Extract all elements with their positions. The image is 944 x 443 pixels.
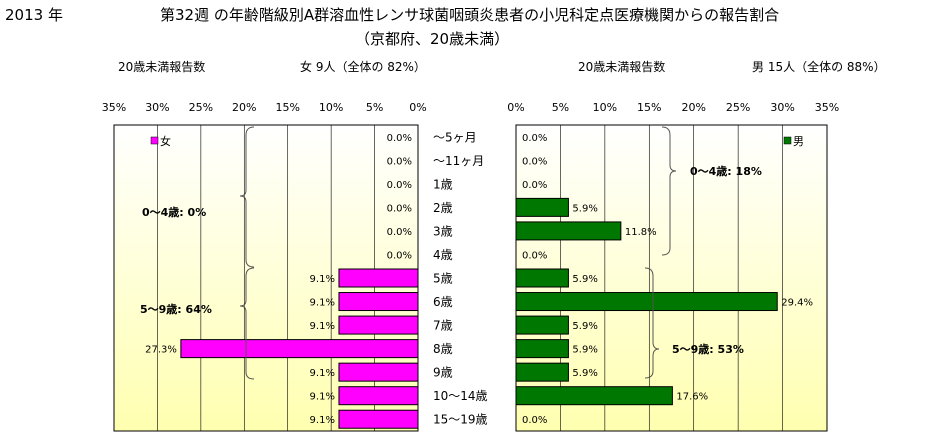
male-bar-value: 17.6%	[676, 392, 708, 403]
category-label: 2歳	[433, 201, 453, 215]
female-group-label-0-4: 0～4歳: 0%	[142, 205, 206, 219]
chart-title: 第32週 の年齢階級別A群溶血性レンサ球菌咽頭炎患者の小児科定点医療機関からの報…	[160, 6, 780, 24]
male-group-label-0-4: 0～4歳: 18%	[690, 164, 762, 178]
female-bar	[180, 339, 419, 359]
female-bar-value: 9.1%	[310, 274, 335, 285]
female-bar-value: 9.1%	[310, 415, 335, 426]
category-label: 6歳	[433, 295, 453, 309]
male-bar-value: 5.9%	[572, 368, 597, 379]
female-tick-label: 35%	[102, 101, 126, 114]
female-bar	[338, 386, 419, 406]
female-bar	[338, 409, 419, 429]
female-bar-value: 9.1%	[310, 392, 335, 403]
male-brace-5-9	[644, 267, 660, 379]
female-bar-value: 0.0%	[387, 227, 412, 238]
male-bar	[515, 292, 778, 312]
category-label: 1歳	[433, 177, 453, 191]
male-bar-value: 11.8%	[625, 227, 657, 238]
female-tick-label: 20%	[232, 101, 256, 114]
category-label: 5歳	[433, 272, 453, 286]
male-count-label: 20歳未満報告数	[578, 60, 666, 74]
male-tick-label: 30%	[770, 101, 794, 114]
male-tick-label: 5%	[552, 101, 569, 114]
category-label: ～5ヶ月	[433, 130, 477, 144]
category-label: 4歳	[433, 248, 453, 262]
female-tick-label: 5%	[366, 101, 383, 114]
female-bar-value: 9.1%	[310, 298, 335, 309]
male-bar-value: 0.0%	[522, 180, 547, 191]
male-tick-label: 0%	[507, 101, 524, 114]
category-label: ～11ヶ月	[433, 154, 484, 168]
chart-subtitle: （京都府、20歳未満）	[355, 30, 510, 48]
male-bar	[515, 362, 569, 382]
male-brace-0-4	[661, 126, 677, 256]
female-bar	[338, 292, 419, 312]
female-tick-label: 25%	[189, 101, 213, 114]
male-bar	[515, 221, 622, 241]
female-bar-value: 9.1%	[310, 321, 335, 332]
female-bar-value: 27.3%	[145, 345, 177, 356]
female-bar-value: 0.0%	[387, 180, 412, 191]
male-bar-value: 0.0%	[522, 133, 547, 144]
female-count-label: 20歳未満報告数	[118, 60, 206, 74]
female-bar	[338, 315, 419, 335]
male-tick-label: 10%	[593, 101, 617, 114]
male-total-label: 男 15人（全体の 88%）	[752, 60, 886, 74]
category-label: 3歳	[433, 224, 453, 238]
male-tick-label: 25%	[726, 101, 750, 114]
male-bar-value: 5.9%	[572, 321, 597, 332]
male-bar-value: 5.9%	[572, 345, 597, 356]
female-tick-label: 15%	[275, 101, 299, 114]
male-bar-value: 0.0%	[522, 250, 547, 261]
female-tick-label: 10%	[319, 101, 343, 114]
category-label: 8歳	[433, 342, 453, 356]
female-tick-label: 0%	[409, 101, 426, 114]
female-legend-swatch	[150, 136, 159, 145]
male-bar	[515, 386, 673, 406]
female-brace-5-9	[239, 267, 255, 380]
male-bar	[515, 339, 569, 359]
male-legend-swatch	[783, 136, 792, 145]
male-bar-value: 5.9%	[572, 203, 597, 214]
female-group-label-5-9: 5～9歳: 64%	[140, 302, 212, 316]
female-bar	[338, 268, 419, 288]
female-legend-label: 女	[160, 134, 171, 148]
category-label: 7歳	[433, 319, 453, 333]
male-bar	[515, 315, 569, 335]
male-bar-value: 0.0%	[522, 156, 547, 167]
female-bar-value: 9.1%	[310, 368, 335, 379]
female-bar-value: 0.0%	[387, 156, 412, 167]
male-legend-label: 男	[793, 135, 804, 148]
female-bar-value: 0.0%	[387, 133, 412, 144]
category-label: 9歳	[433, 366, 453, 380]
female-total-label: 女 9人（全体の 82%）	[300, 60, 426, 74]
male-group-label-5-9: 5～9歳: 53%	[672, 342, 744, 356]
category-label: 10～14歳	[433, 389, 488, 403]
male-bar	[515, 197, 569, 217]
male-tick-label: 15%	[637, 101, 661, 114]
male-tick-label: 35%	[815, 101, 839, 114]
female-bar-value: 0.0%	[387, 203, 412, 214]
male-tick-label: 20%	[681, 101, 705, 114]
male-bar-value: 29.4%	[781, 298, 813, 309]
male-bar	[515, 268, 569, 288]
male-bar-value: 5.9%	[572, 274, 597, 285]
male-bar-value: 0.0%	[522, 415, 547, 426]
female-bar-value: 0.0%	[387, 250, 412, 261]
year-label: 2013 年	[5, 6, 63, 24]
female-tick-label: 30%	[145, 101, 169, 114]
female-brace-0-4	[239, 126, 255, 268]
female-bar	[338, 362, 419, 382]
category-label: 15～19歳	[433, 413, 488, 427]
